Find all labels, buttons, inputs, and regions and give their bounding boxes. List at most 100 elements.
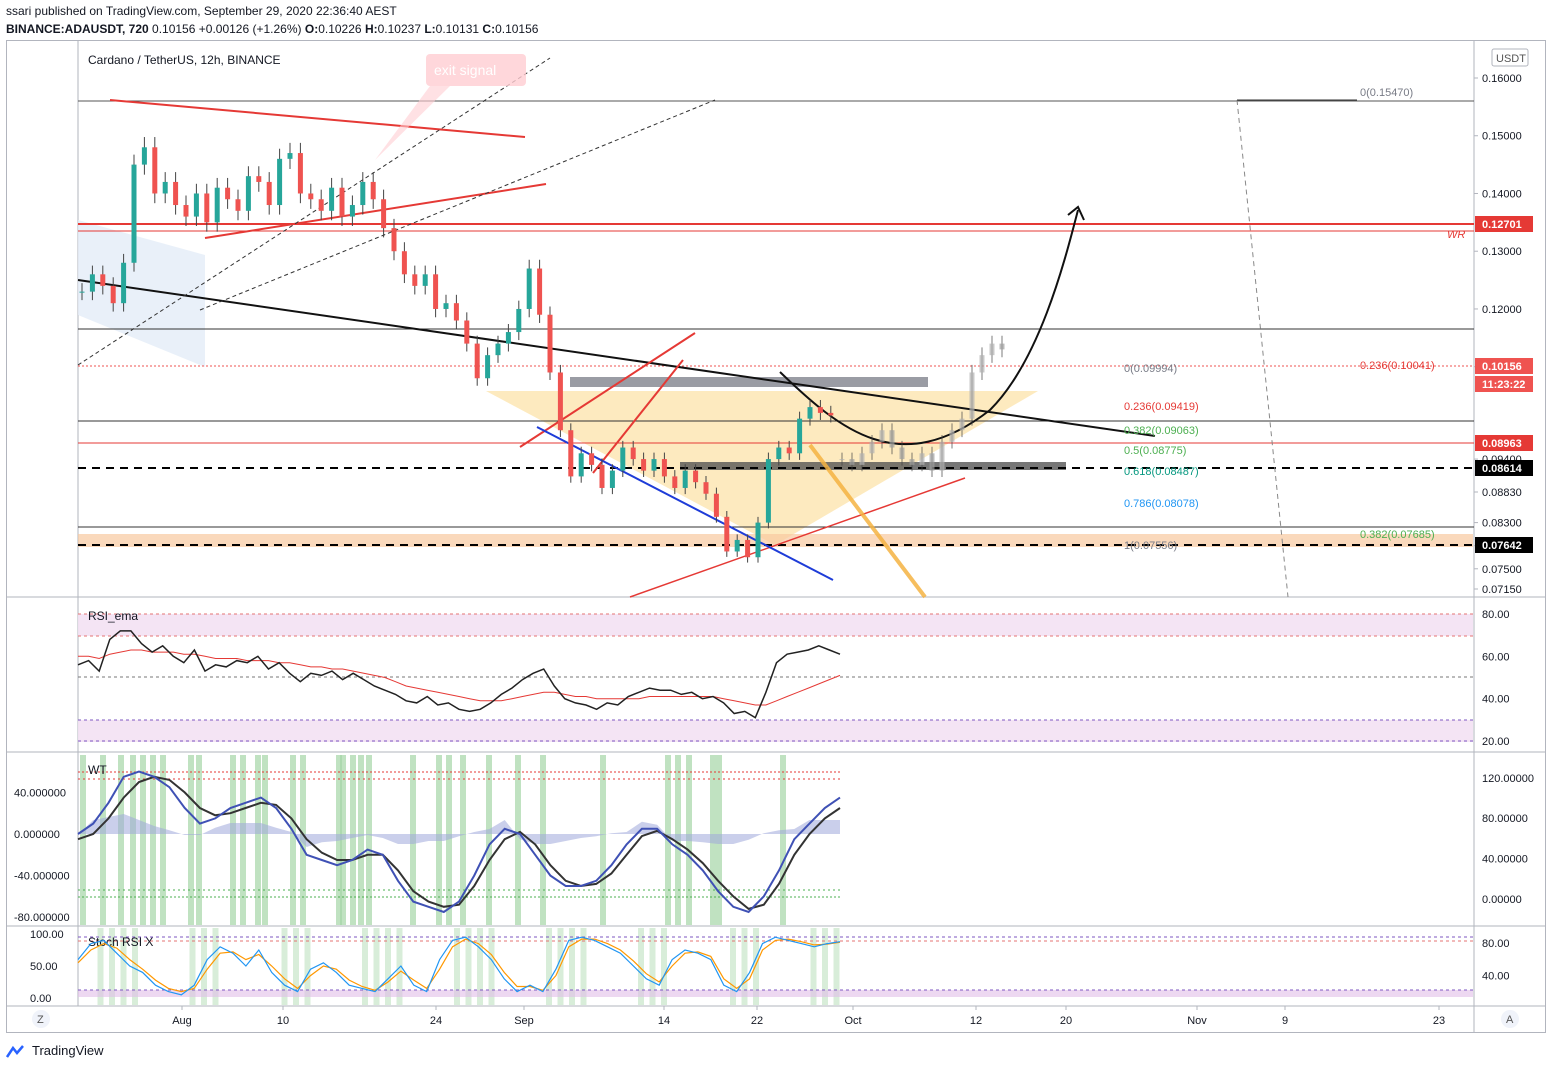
time-axis[interactable]: Aug 10 24 Sep 14 22 Oct 12 20 Nov 9 23 xyxy=(172,1006,1445,1027)
price-label: 0.08963 xyxy=(1482,438,1522,450)
candle-body xyxy=(464,320,470,344)
price-label: 11:23:22 xyxy=(1482,379,1525,391)
stoch-bar xyxy=(638,928,644,1005)
candle-body xyxy=(909,459,915,465)
candle-body xyxy=(370,181,376,200)
stoch-tick-left: 50.00 xyxy=(30,961,58,973)
stoch-bar xyxy=(212,928,219,1005)
rsi-tick: 40.00 xyxy=(1482,694,1510,706)
stoch-bar xyxy=(569,928,575,1005)
stoch-tick-left: 100.00 xyxy=(30,929,64,941)
candle-body xyxy=(474,343,480,379)
candle-body xyxy=(959,418,965,431)
price-tick: 0.07500 xyxy=(1482,564,1522,576)
time-tick: Oct xyxy=(844,1015,861,1027)
time-tick: 20 xyxy=(1060,1015,1072,1027)
candle-body xyxy=(266,181,272,206)
wt-signal-bar xyxy=(446,755,452,925)
downtrend-line xyxy=(77,279,1156,437)
stoch-bar xyxy=(281,928,288,1005)
candle-body xyxy=(693,470,699,483)
candle-body xyxy=(308,193,314,200)
rsi-series xyxy=(77,630,841,719)
wt-signal-bar xyxy=(460,755,466,925)
candle-body xyxy=(672,476,678,488)
wt-histogram xyxy=(78,814,840,847)
z-button[interactable] xyxy=(32,1010,50,1028)
candle-body xyxy=(755,522,761,558)
price-tick: 0.13000 xyxy=(1482,246,1522,258)
wt-signal-bar xyxy=(118,755,124,925)
candle-body xyxy=(443,303,449,309)
candle-body xyxy=(651,459,657,471)
time-tick: 9 xyxy=(1282,1015,1288,1027)
stoch-bar xyxy=(385,928,391,1005)
price-axis[interactable]: 0.160000.150000.140000.130000.120000.110… xyxy=(1474,73,1522,596)
wt-signal-bar xyxy=(486,755,492,925)
candle-body xyxy=(183,205,189,217)
candle-body xyxy=(879,430,885,442)
fib-r-0: 0(0.15470) xyxy=(1360,87,1413,99)
support-zone xyxy=(78,534,1473,547)
time-tick: 22 xyxy=(751,1015,763,1027)
stoch-bar xyxy=(132,928,138,1005)
candle-body xyxy=(703,482,709,494)
fib-r-382: 0.382(0.07685) xyxy=(1360,529,1435,541)
wt-signal-bar xyxy=(230,755,236,925)
candle-body xyxy=(828,412,834,416)
candle-body xyxy=(568,430,574,477)
candle-body xyxy=(557,372,563,431)
auto-button[interactable] xyxy=(1501,1010,1519,1028)
candle-body xyxy=(329,187,335,211)
currency-badge[interactable]: USDT xyxy=(1496,53,1526,65)
change: +0.00126 (+1.26%) xyxy=(198,22,302,36)
candle-body xyxy=(401,251,407,275)
wt-signal-bar xyxy=(290,755,296,925)
stoch-bar xyxy=(488,928,495,1005)
candle-body xyxy=(495,343,501,356)
price-labels: 0.12701 0.10156 11:23:22 0.08963 0.08614 0.07… xyxy=(1475,216,1533,553)
wt-signal-bar xyxy=(600,755,606,925)
footer: TradingView xyxy=(6,1043,104,1058)
candle-body xyxy=(173,181,179,206)
candle-body xyxy=(817,407,823,413)
wt1-line xyxy=(77,770,841,914)
high-value: 0.10237 xyxy=(377,22,421,36)
price-tick: 0.07150 xyxy=(1482,584,1522,596)
price-label: 0.08614 xyxy=(1482,463,1523,475)
exit-signal-box xyxy=(426,54,526,86)
stoch-d-line xyxy=(77,938,841,993)
time-tick: Nov xyxy=(1187,1015,1207,1027)
stoch-bar xyxy=(396,928,403,1005)
candle-body xyxy=(204,193,210,223)
main-title: Cardano / TetherUS, 12h, BINANCE xyxy=(88,53,281,67)
stoch-bar xyxy=(293,928,299,1005)
price-tick: 0.12000 xyxy=(1482,304,1522,316)
exit-signal-label: exit signal xyxy=(434,62,496,78)
published-line: ssari published on TradingView.com, Sept… xyxy=(6,4,397,18)
time-tick: 14 xyxy=(658,1015,670,1027)
wt-tick-left: -40.000000 xyxy=(14,871,70,883)
resistance-box xyxy=(570,377,928,387)
time-tick: Sep xyxy=(514,1015,534,1027)
candle-body xyxy=(141,147,147,165)
candle-body xyxy=(929,453,935,471)
time-tick: 24 xyxy=(430,1015,442,1027)
candle-body xyxy=(939,441,945,471)
candle-body xyxy=(422,274,428,286)
stoch-tick-right: 40.00 xyxy=(1482,971,1510,983)
price-label: 0.12701 xyxy=(1482,219,1522,231)
candle-body xyxy=(349,205,355,217)
wt-signal-bar xyxy=(80,755,86,925)
wt-tick-right: 80.00000 xyxy=(1482,813,1528,825)
candle-body xyxy=(745,539,751,558)
open-label: O: xyxy=(304,22,319,36)
candle-body xyxy=(786,447,792,454)
z-label: Z xyxy=(37,1014,44,1026)
wt-series xyxy=(77,770,841,914)
stoch-bar xyxy=(833,928,840,1005)
candle-body xyxy=(899,447,905,460)
wt-signal-bar xyxy=(366,755,372,925)
fib-618: 0.618(0.08487) xyxy=(1124,466,1199,478)
